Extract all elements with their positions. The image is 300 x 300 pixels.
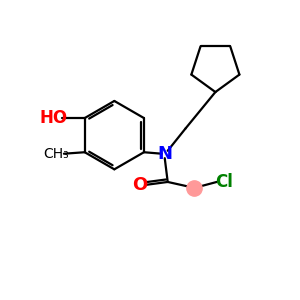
Text: Cl: Cl (215, 173, 233, 191)
Text: N: N (157, 145, 172, 163)
Text: O: O (132, 176, 147, 194)
Text: CH₃: CH₃ (44, 147, 69, 161)
Text: HO: HO (40, 109, 68, 127)
